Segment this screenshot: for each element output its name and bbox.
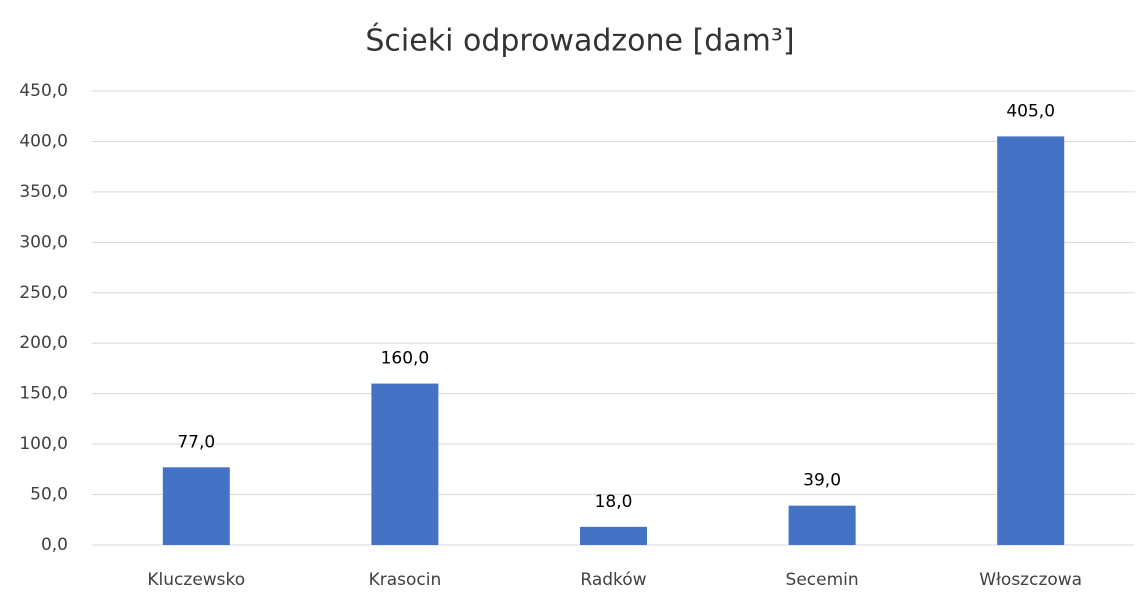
bar xyxy=(580,526,647,545)
y-tick-label: 150,0 xyxy=(19,384,68,404)
data-label: 39,0 xyxy=(803,471,841,491)
y-tick-label: 200,0 xyxy=(19,333,68,353)
x-tick-label: Radków xyxy=(580,570,646,590)
y-tick-label: 350,0 xyxy=(19,182,68,202)
data-label: 18,0 xyxy=(595,492,633,512)
bar xyxy=(788,505,856,545)
bar xyxy=(162,467,230,545)
bar xyxy=(371,383,439,545)
x-tick-label: Secemin xyxy=(786,570,859,590)
bar xyxy=(997,136,1065,545)
chart-title: Ścieki odprowadzone [dam³] xyxy=(365,22,794,59)
y-tick-label: 450,0 xyxy=(19,81,68,101)
x-tick-label: Włoszczowa xyxy=(979,570,1082,590)
data-label: 405,0 xyxy=(1006,101,1055,121)
y-tick-label: 250,0 xyxy=(19,283,68,303)
y-tick-label: 100,0 xyxy=(19,434,68,454)
y-tick-label: 400,0 xyxy=(19,131,68,151)
x-tick-label: Kluczewsko xyxy=(147,570,245,590)
x-tick-label: Krasocin xyxy=(369,570,442,590)
y-tick-label: 0,0 xyxy=(41,535,68,555)
y-tick-label: 50,0 xyxy=(30,485,68,505)
y-tick-label: 300,0 xyxy=(19,232,68,252)
data-label: 77,0 xyxy=(177,432,215,452)
data-label: 160,0 xyxy=(381,349,430,369)
